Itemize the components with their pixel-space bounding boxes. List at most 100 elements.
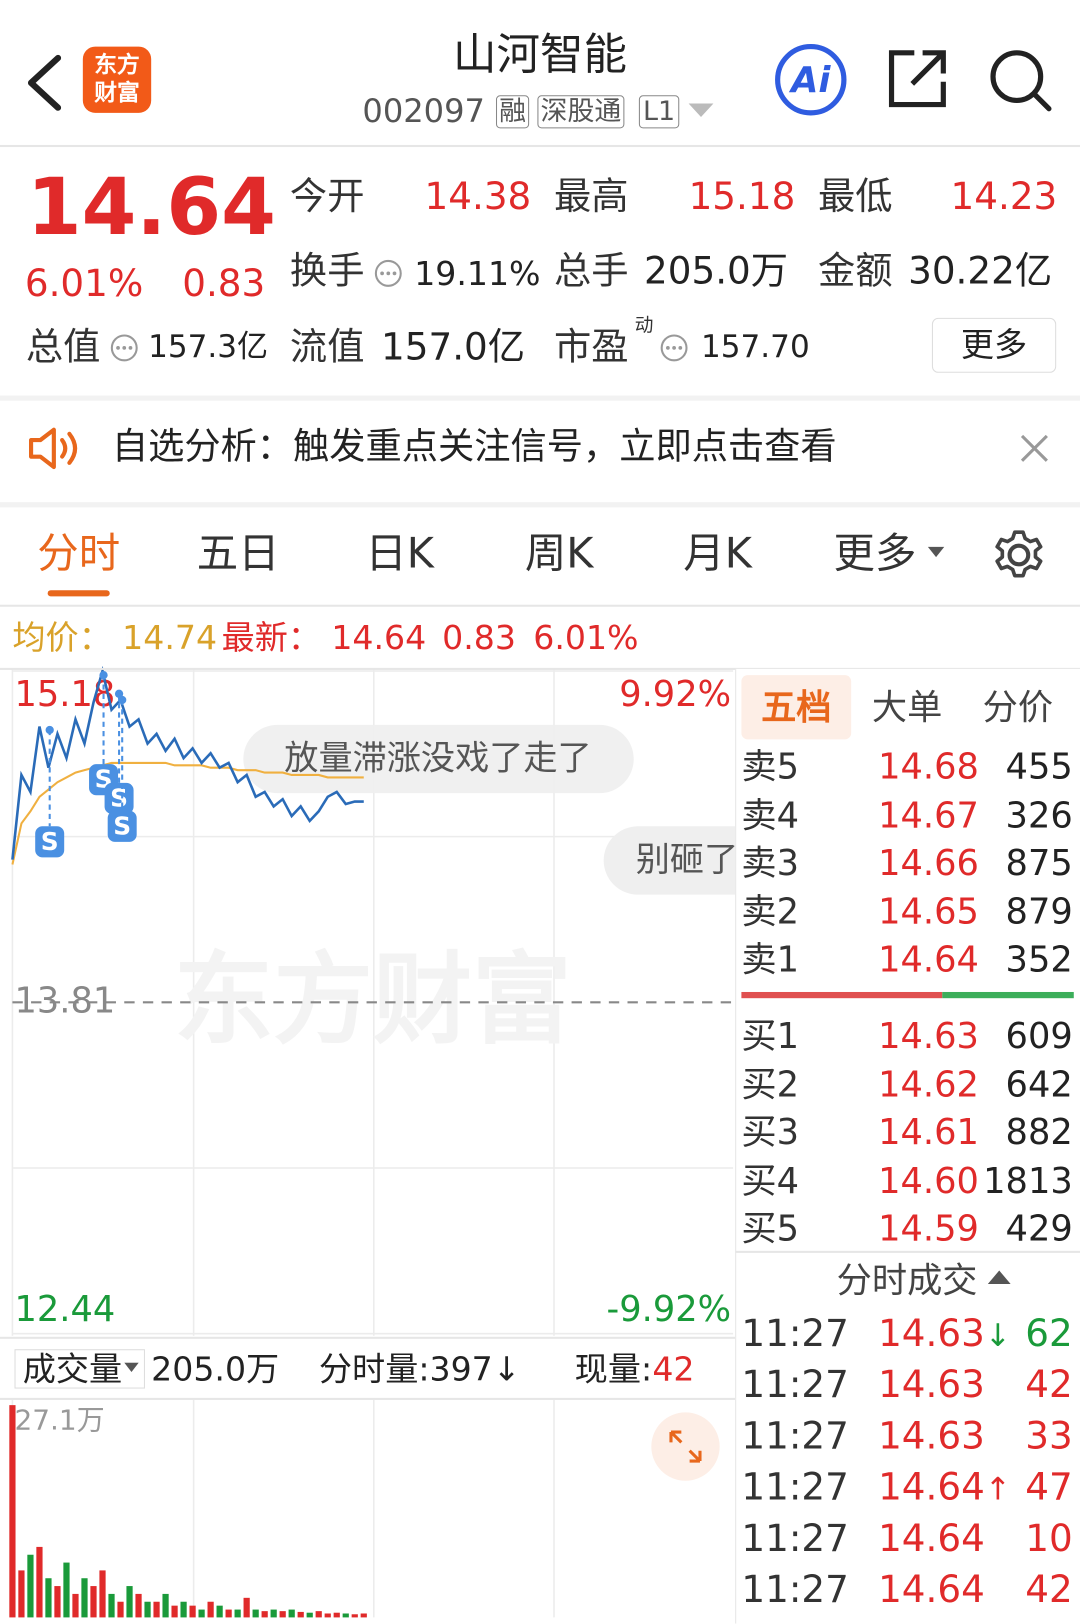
order-volume: 882 (1005, 1112, 1073, 1154)
share-button[interactable] (885, 47, 949, 111)
speaker-icon (28, 427, 78, 470)
settings-button[interactable] (992, 528, 1046, 582)
last-change: 0.83 (442, 618, 516, 658)
ask-bid-bar (741, 991, 943, 999)
panel-tab[interactable]: 分价 (982, 687, 1054, 729)
trade-price: 14.64 (878, 1568, 985, 1612)
order-label: 买5 (741, 1208, 800, 1250)
comment-text: 别砸了 (636, 840, 738, 880)
volume-bar (234, 1609, 241, 1618)
comment-text: 放量滞涨没戏了走了 (284, 739, 591, 779)
trades-title[interactable]: 分时成交 (836, 1260, 978, 1302)
trade-price-cell: 14.64 (878, 1520, 985, 1558)
price-line (11, 665, 364, 860)
marker-label: S (110, 783, 128, 812)
trade-volume: 47 (1025, 1466, 1073, 1509)
volume-bar (36, 1546, 43, 1618)
y2-tick-label: 9.92% (619, 674, 731, 715)
divider (735, 1250, 1080, 1253)
trade-time: 11:27 (741, 1466, 849, 1509)
field-label: 今开 (289, 176, 365, 219)
trade-volume: 42 (1025, 1364, 1073, 1407)
field-value: 157.70 (701, 329, 810, 366)
band (0, 502, 1080, 508)
last-pct: 6.01% (533, 618, 639, 658)
info-icon[interactable] (659, 332, 690, 363)
avg-value: 14.74 (122, 618, 218, 658)
order-price: 14.68 (878, 746, 979, 788)
expand-button[interactable] (651, 1412, 720, 1481)
field-label: 流值 (289, 326, 365, 369)
volume-bar (108, 1593, 115, 1618)
marker-badge (35, 826, 65, 858)
dropdown-arrow (124, 1362, 139, 1372)
tab[interactable]: 日K (365, 530, 434, 578)
volume-bar (9, 1405, 16, 1618)
volume-bar (18, 1570, 25, 1618)
field-sup: 动 (634, 314, 654, 337)
volume-selector[interactable] (14, 1349, 145, 1389)
search-button[interactable] (987, 47, 1055, 115)
info-icon[interactable] (373, 258, 404, 289)
tab[interactable]: 周K (524, 530, 594, 578)
order-volume: 642 (1005, 1063, 1073, 1106)
trade-flag: ↑ (984, 1471, 1011, 1508)
marker-badge (107, 810, 137, 842)
tab-arrow (927, 546, 945, 558)
back-button[interactable] (23, 52, 69, 114)
volume-bar (198, 1609, 205, 1618)
marker-label: S (113, 811, 131, 840)
dropdown-arrow[interactable] (688, 103, 714, 118)
marker-dot (114, 689, 124, 698)
field-label: 总值 (25, 326, 101, 369)
app-logo[interactable]: 东方 财富 (82, 46, 152, 113)
ai-button[interactable]: Ai (772, 41, 849, 118)
close-button[interactable] (1020, 434, 1049, 463)
trade-volume: 33 (1025, 1415, 1073, 1458)
order-volume: 429 (1005, 1208, 1073, 1250)
panel-tab[interactable]: 大单 (871, 687, 943, 729)
y2-tick-label: -9.92% (607, 1289, 731, 1330)
marker-dot (99, 670, 108, 680)
field-label: 总手 (553, 250, 629, 294)
info-icon[interactable] (109, 332, 140, 363)
volume-bar (54, 1586, 61, 1618)
last-label: 最新： (221, 618, 322, 658)
notice-text[interactable]: 自选分析：触发重点关注信号，立即点击查看 (111, 426, 837, 469)
divider (0, 144, 1080, 147)
order-volume: 875 (1005, 842, 1073, 885)
marker-dot (45, 725, 54, 735)
order-label: 卖3 (741, 842, 800, 885)
volume-bar (270, 1609, 277, 1618)
tab[interactable]: 月K (683, 530, 752, 578)
trade-price-cell: 14.63↓ (878, 1316, 1011, 1353)
comment-bubble[interactable] (243, 724, 634, 794)
y-tick-label: 12.44 (14, 1289, 115, 1330)
divider (0, 604, 1080, 607)
order-price: 14.62 (878, 1063, 979, 1106)
tab[interactable]: 五日 (196, 530, 280, 578)
panel-tab[interactable]: 五档 (761, 687, 832, 729)
volume-bar (342, 1613, 349, 1618)
tab[interactable]: 分时 (37, 530, 121, 578)
trade-price-cell: 14.64 (878, 1568, 985, 1612)
tag: L1 (638, 95, 680, 129)
tab[interactable]: 更多 (833, 530, 917, 578)
volume-bar (207, 1601, 214, 1618)
volume-bar (144, 1601, 151, 1618)
trade-time: 11:27 (741, 1517, 849, 1561)
watermark: 东方财富 (174, 943, 572, 1058)
volume-total: 205.0万 (151, 1349, 280, 1389)
field-value: 157.0亿 (381, 326, 526, 369)
order-volume: 609 (1005, 1015, 1073, 1058)
y-tick-label: 27.1万 (14, 1404, 104, 1437)
order-label: 卖2 (741, 891, 800, 933)
divider (0, 1397, 736, 1400)
order-price: 14.60 (878, 1160, 979, 1202)
more-button[interactable]: 更多 (931, 317, 1057, 373)
volume-bar (27, 1554, 34, 1618)
order-label: 买1 (741, 1015, 800, 1058)
trade-price: 14.63 (878, 1312, 985, 1356)
field-label: 金额 (818, 250, 893, 294)
order-label: 卖1 (741, 939, 800, 981)
